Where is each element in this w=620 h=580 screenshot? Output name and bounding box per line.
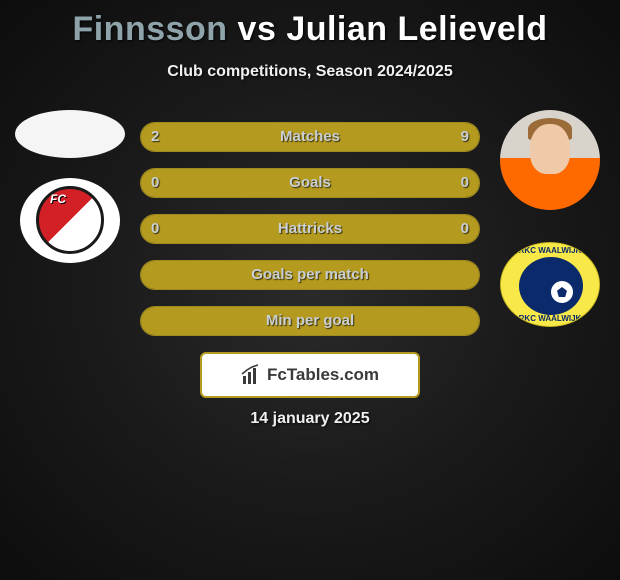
bar-label: Min per goal bbox=[141, 307, 479, 335]
bar-value-right: 9 bbox=[461, 123, 469, 151]
player1-avatar bbox=[15, 110, 125, 158]
bar-label: Hattricks bbox=[141, 215, 479, 243]
title-player1: Finnsson bbox=[72, 10, 227, 48]
subtitle: Club competitions, Season 2024/2025 bbox=[0, 63, 620, 81]
title-player2: Julian Lelieveld bbox=[286, 10, 547, 48]
brand-chart-icon bbox=[241, 364, 263, 386]
title-vs: vs bbox=[238, 10, 277, 48]
club1-shield-icon bbox=[36, 186, 104, 254]
player1-club-badge: FC bbox=[20, 178, 120, 263]
bar-label: Matches bbox=[141, 123, 479, 151]
stat-bar-row: Goals per match bbox=[140, 260, 480, 290]
stat-bars: Matches29Goals00Hattricks00Goals per mat… bbox=[140, 122, 480, 352]
bar-label: Goals per match bbox=[141, 261, 479, 289]
stat-bar-row: Min per goal bbox=[140, 306, 480, 336]
club2-inner-icon bbox=[519, 257, 583, 315]
stat-bar-row: Goals0 0 bbox=[140, 168, 480, 198]
stat-bar-row: Hattricks0 0 bbox=[140, 214, 480, 244]
left-column: FC bbox=[10, 110, 130, 263]
brand-text: FcTables.com bbox=[267, 365, 379, 385]
bar-label: Goals bbox=[141, 169, 479, 197]
stat-bar-row: Matches2 9 bbox=[140, 122, 480, 152]
bar-value-left: 0 bbox=[151, 215, 159, 243]
avatar2-face bbox=[530, 124, 570, 174]
bar-value-left: 0 bbox=[151, 169, 159, 197]
player2-club-badge: RKC WAALWIJK RKC WAALWIJK bbox=[500, 242, 600, 327]
brand-box: FcTables.com bbox=[200, 352, 420, 398]
player2-avatar bbox=[500, 110, 600, 210]
bar-value-right: 0 bbox=[461, 215, 469, 243]
bar-value-right: 0 bbox=[461, 169, 469, 197]
club2-ball-icon bbox=[551, 281, 573, 303]
comparison-title: Finnsson vs Julian Lelieveld bbox=[0, 0, 620, 49]
club1-text: FC bbox=[50, 192, 66, 206]
right-column: RKC WAALWIJK RKC WAALWIJK bbox=[490, 110, 610, 327]
snapshot-date: 14 january 2025 bbox=[0, 410, 620, 428]
club2-ring-bottom: RKC WAALWIJK bbox=[501, 314, 599, 323]
bar-value-left: 2 bbox=[151, 123, 159, 151]
